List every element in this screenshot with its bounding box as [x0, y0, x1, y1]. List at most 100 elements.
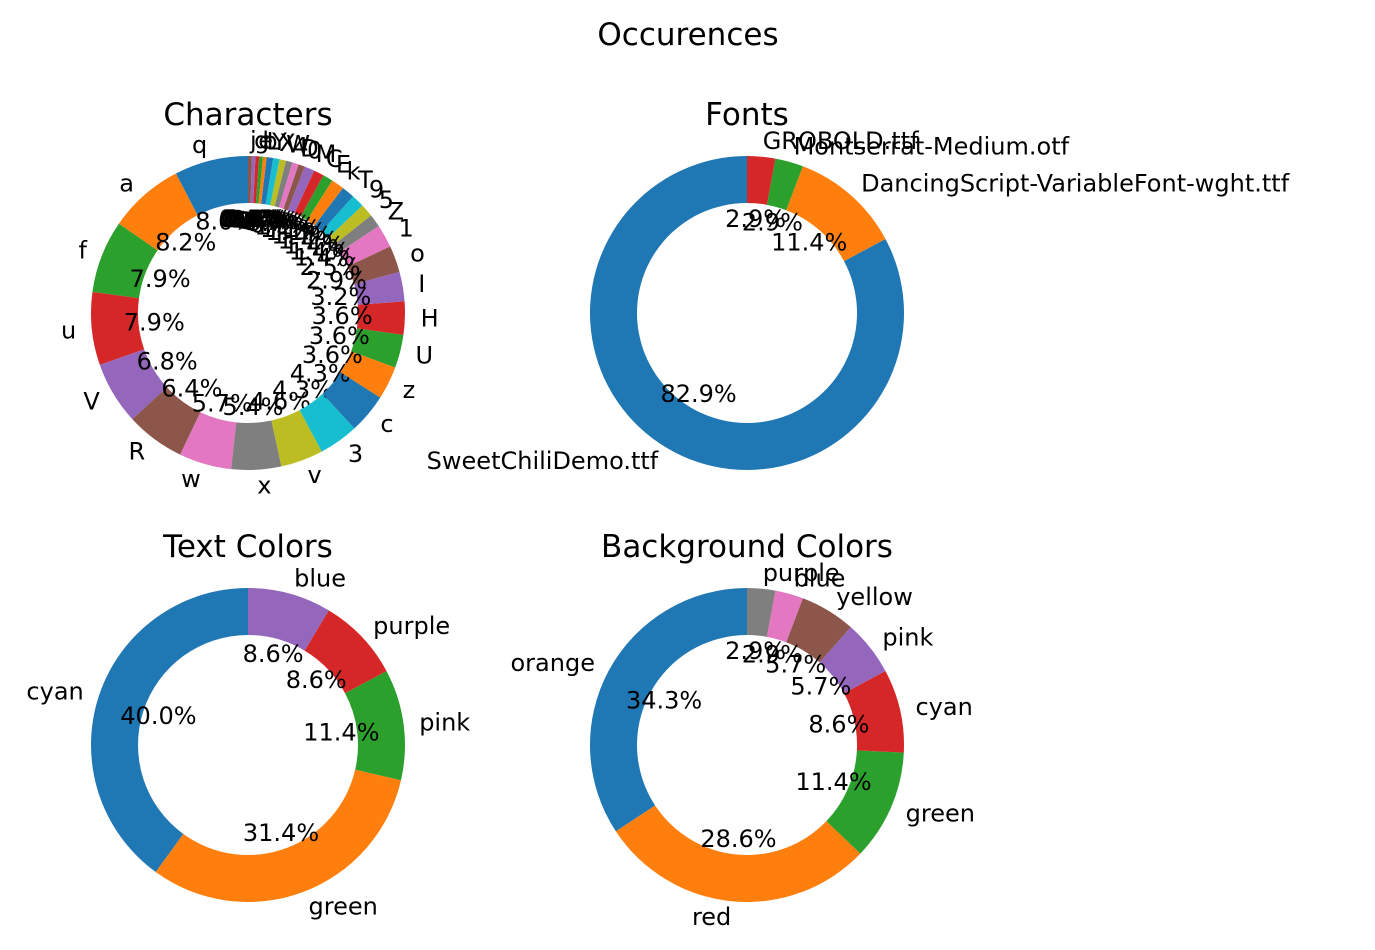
slice-percent-label: 11.4% — [303, 719, 379, 747]
pie-slice-z — [340, 351, 396, 398]
slice-percent-label: 0.4% — [219, 205, 280, 233]
pie-slice-blue — [766, 590, 803, 643]
pie-slice-0 — [283, 164, 305, 211]
slice-label: pink — [419, 708, 470, 736]
pie-slice-pink — [819, 627, 886, 694]
donut-chart-background-colors: Background Colors orange 34.3% red 28.6% gree… — [511, 529, 975, 931]
pie-slice-b — [255, 156, 263, 204]
pie-slice-a — [118, 173, 198, 251]
slice-percent-label: 8.6% — [808, 710, 869, 738]
slice-percent-label: 1.4% — [271, 222, 332, 250]
slice-percent-label: 0.7% — [238, 207, 299, 235]
pie-slice-1 — [339, 226, 391, 267]
slice-percent-label: 11.4% — [771, 228, 847, 256]
pie-slice-v — [99, 349, 167, 420]
pie-slice-v — [271, 410, 322, 467]
figure-title: Occurences — [597, 17, 778, 53]
slice-label: R — [128, 438, 145, 466]
pie-slice-5 — [328, 205, 371, 245]
slice-label: yellow — [836, 583, 913, 611]
pie-slice-pink — [345, 671, 406, 781]
slice-label: j — [249, 126, 257, 154]
pie-slice-cyan — [90, 588, 249, 873]
slice-label: I — [418, 270, 425, 298]
slice-percent-label: 0.4% — [223, 205, 284, 233]
slice-percent-label: 2.9% — [742, 208, 803, 236]
pie-slice-r — [132, 387, 201, 455]
slice-label: H — [421, 305, 439, 333]
slice-label: X — [279, 129, 295, 157]
slice-percent-label: 3.2% — [310, 283, 371, 311]
slice-percent-label: 40.0% — [120, 702, 196, 730]
slice-percent-label: 1.4% — [294, 244, 355, 272]
pie-slice-montserrat-medium-otf — [766, 158, 803, 211]
pie-slice-w — [270, 159, 286, 207]
pie-slice-j — [248, 156, 252, 204]
slice-label: cyan — [915, 693, 972, 721]
pie-slice-m — [287, 166, 315, 214]
slice-label: f — [79, 237, 88, 265]
slice-label: GROBOLD.ttf — [763, 127, 919, 155]
pie-slice-e — [253, 156, 260, 204]
slice-label: cyan — [26, 678, 83, 706]
pie-slice-e — [300, 175, 333, 221]
pie-slice-purple — [304, 610, 387, 694]
slice-label: red — [692, 903, 731, 931]
slice-label: C — [326, 145, 343, 173]
slice-percent-label: 1.4% — [289, 237, 350, 265]
pie-slice-z — [334, 215, 379, 253]
slice-label: purple — [763, 559, 840, 587]
pie-slice-w — [180, 412, 237, 470]
slice-label: Z — [388, 197, 404, 225]
slice-percent-label: 3.6% — [302, 341, 363, 369]
slice-percent-label: 6.8% — [137, 347, 198, 375]
pie-slice-y — [261, 157, 274, 205]
pie-slice-grobold-ttf — [747, 156, 776, 205]
pie-slice-green — [155, 769, 402, 903]
pie-slice-3 — [299, 393, 355, 452]
pie-slice-i — [354, 271, 405, 305]
slice-label: Montserrat-Medium.otf — [794, 133, 1070, 161]
chart-title: Text Colors — [162, 529, 333, 565]
slice-label: g — [254, 126, 269, 154]
slice-percent-label: 82.9% — [660, 380, 736, 408]
pie-slice-u — [351, 328, 404, 368]
slice-label: T — [357, 166, 373, 194]
slice-label: e — [258, 127, 273, 155]
slice-label: DancingScript-VariableFont-wght.ttf — [861, 169, 1290, 197]
slice-label: E — [336, 150, 351, 178]
pie-slice-l — [258, 156, 267, 204]
slice-percent-label: 2.9% — [725, 637, 786, 665]
slice-percent-label: 0.4% — [225, 205, 286, 233]
slice-label: a — [119, 169, 134, 197]
pie-slice-dancingscript-variablefont-wght-ttf — [786, 166, 886, 262]
pie-slice-d — [279, 162, 299, 209]
slice-percent-label: 0.4% — [221, 205, 282, 233]
pie-slice-t — [314, 187, 354, 232]
slice-label: M — [316, 140, 337, 168]
slice-label: b — [262, 127, 277, 155]
slice-label: o — [410, 240, 425, 268]
slice-percent-label: 5.4% — [223, 393, 284, 421]
slice-percent-label: 6.4% — [161, 375, 222, 403]
pie-slice-red — [615, 805, 861, 903]
slice-label: 9 — [369, 176, 384, 204]
slice-label: purple — [373, 612, 450, 640]
slice-label: W — [286, 131, 310, 159]
slice-label: orange — [511, 649, 595, 677]
donut-chart-fonts: Fonts SweetChiliDemo.ttf 82.9% DancingScrip… — [427, 97, 1290, 475]
pie-slice-orange — [590, 588, 747, 832]
slice-percent-label: 28.6% — [700, 825, 776, 853]
slice-percent-label: 0.4% — [228, 205, 289, 233]
donut-chart-text-colors: Text Colors cyan 40.0% green 31.4% pink 11.4% p… — [26, 529, 470, 921]
slice-percent-label: 34.3% — [626, 686, 702, 714]
slice-percent-label: 4.3% — [290, 360, 351, 388]
pie-slice-c — [322, 372, 381, 429]
slice-label: u — [61, 316, 76, 344]
slice-label: q — [192, 131, 207, 159]
slice-label: c — [380, 410, 393, 438]
slice-label: Y — [271, 128, 287, 156]
